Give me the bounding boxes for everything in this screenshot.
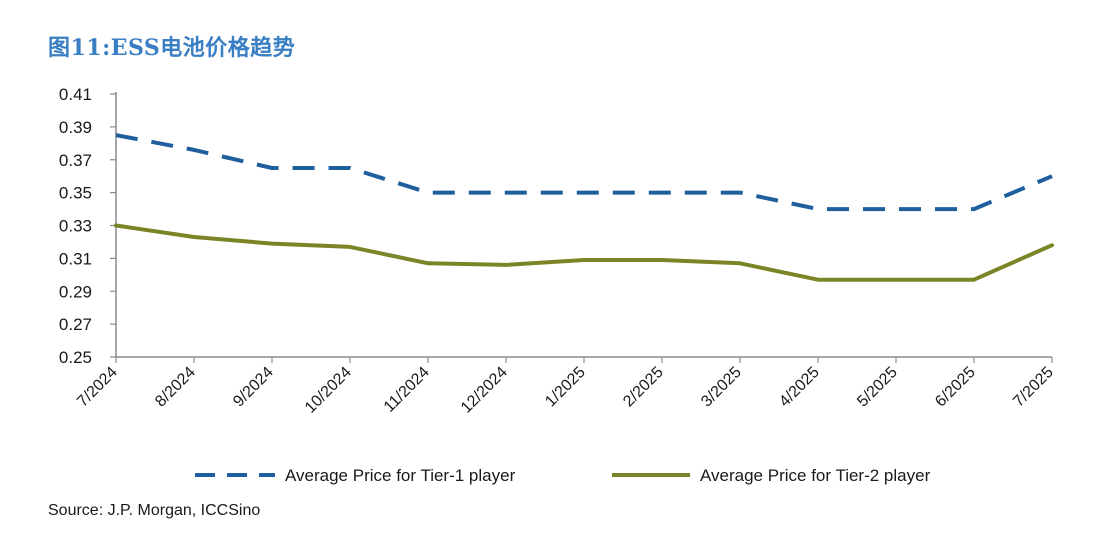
x-tick-label: 1/2025 [542,364,589,411]
legend-label-tier1: Average Price for Tier-1 player [285,466,516,485]
tier1-price-line [115,133,1053,212]
x-tick-label: 10/2024 [302,364,355,417]
x-tick-label: 6/2025 [932,364,979,411]
y-tick-label: 0.39 [59,118,92,137]
y-tick-label: 0.31 [59,249,92,268]
y-tick-label: 0.33 [59,217,92,236]
y-tick-label: 0.25 [59,348,92,367]
x-tick-label: 12/2024 [458,364,511,417]
x-tick-label: 7/2024 [74,364,121,411]
chart-title: 图11:ESS电池价格趋势 [48,35,296,61]
x-tick-label: 2/2025 [620,364,667,411]
x-axis-ticks: 7/2024 8/2024 9/2024 10/2024 11/2024 12/2024 1… [74,357,1057,417]
y-axis-ticks: 0.41 0.39 0.37 0.35 0.33 0.31 0.29 0.27 0.25 [59,85,116,367]
x-tick-label: 11/2024 [381,364,433,416]
series-lines [114,133,1054,282]
x-tick-label: 9/2024 [230,364,277,411]
chart-axes [115,92,1052,358]
x-tick-label: 5/2025 [854,364,901,411]
y-tick-label: 0.29 [59,282,92,301]
legend: Average Price for Tier-1 player Average P… [195,466,931,485]
source-note: Source: J.P. Morgan, ICCSino [48,502,261,519]
legend-label-tier2: Average Price for Tier-2 player [700,466,931,485]
y-tick-label: 0.35 [59,184,92,203]
x-tick-label: 3/2025 [698,364,745,411]
y-tick-label: 0.41 [59,85,92,104]
x-tick-label: 8/2024 [152,364,199,411]
tier2-price-line [114,223,1054,282]
y-tick-label: 0.37 [59,151,92,170]
x-tick-label: 4/2025 [776,364,823,411]
x-tick-label: 7/2025 [1010,364,1057,411]
y-tick-label: 0.27 [59,315,92,334]
